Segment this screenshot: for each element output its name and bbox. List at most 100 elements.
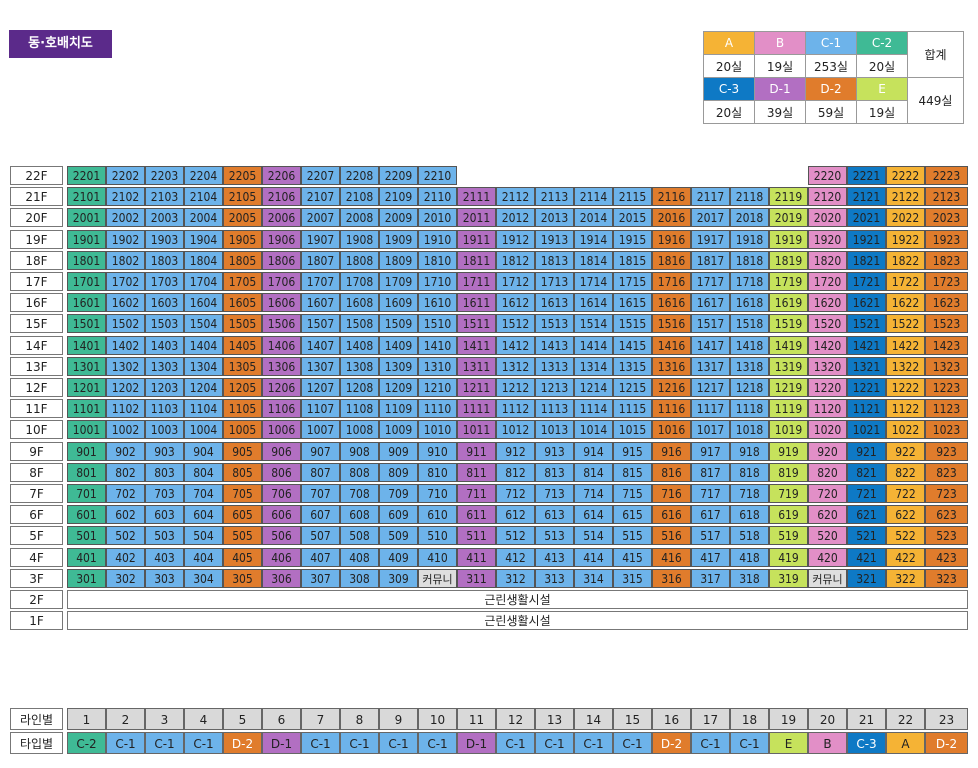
- unit-cell[interactable]: 618: [730, 505, 769, 524]
- unit-cell[interactable]: 1814: [574, 251, 613, 270]
- unit-cell[interactable]: 907: [301, 442, 340, 461]
- unit-cell[interactable]: 2118: [730, 187, 769, 206]
- unit-cell[interactable]: 1322: [886, 357, 925, 376]
- unit-cell[interactable]: 2013: [535, 208, 574, 227]
- unit-cell[interactable]: 1606: [262, 293, 301, 312]
- unit-cell[interactable]: 1214: [574, 378, 613, 397]
- unit-cell[interactable]: 1011: [457, 420, 496, 439]
- unit-cell[interactable]: 2020: [808, 208, 847, 227]
- unit-cell[interactable]: 823: [925, 463, 968, 482]
- unit-cell[interactable]: 605: [223, 505, 262, 524]
- unit-cell[interactable]: 2116: [652, 187, 691, 206]
- unit-cell[interactable]: 608: [340, 505, 379, 524]
- unit-cell[interactable]: 513: [535, 526, 574, 545]
- unit-cell[interactable]: 1012: [496, 420, 535, 439]
- unit-cell[interactable]: 1416: [652, 336, 691, 355]
- unit-cell[interactable]: 504: [184, 526, 223, 545]
- unit-cell[interactable]: 2209: [379, 166, 418, 185]
- unit-cell[interactable]: 1414: [574, 336, 613, 355]
- unit-cell[interactable]: 1008: [340, 420, 379, 439]
- unit-cell[interactable]: 1003: [145, 420, 184, 439]
- unit-cell[interactable]: 1407: [301, 336, 340, 355]
- unit-cell[interactable]: 719: [769, 484, 808, 503]
- unit-cell[interactable]: 1712: [496, 272, 535, 291]
- unit-cell[interactable]: 1323: [925, 357, 968, 376]
- unit-cell[interactable]: 404: [184, 548, 223, 567]
- unit-cell[interactable]: 1302: [106, 357, 145, 376]
- unit-cell[interactable]: 923: [925, 442, 968, 461]
- unit-cell[interactable]: 1123: [925, 399, 968, 418]
- unit-cell[interactable]: 1017: [691, 420, 730, 439]
- unit-cell[interactable]: 1202: [106, 378, 145, 397]
- unit-cell[interactable]: 1206: [262, 378, 301, 397]
- unit-cell[interactable]: 2022: [886, 208, 925, 227]
- unit-cell[interactable]: 1305: [223, 357, 262, 376]
- unit-cell[interactable]: 720: [808, 484, 847, 503]
- unit-cell[interactable]: 1204: [184, 378, 223, 397]
- unit-cell[interactable]: 1118: [730, 399, 769, 418]
- unit-cell[interactable]: 1812: [496, 251, 535, 270]
- unit-cell[interactable]: 1913: [535, 230, 574, 249]
- unit-cell[interactable]: 1701: [67, 272, 106, 291]
- unit-cell[interactable]: 1320: [808, 357, 847, 376]
- unit-cell[interactable]: 716: [652, 484, 691, 503]
- unit-cell[interactable]: 1112: [496, 399, 535, 418]
- unit-cell[interactable]: 1310: [418, 357, 457, 376]
- unit-cell[interactable]: 806: [262, 463, 301, 482]
- unit-cell[interactable]: 316: [652, 569, 691, 588]
- unit-cell[interactable]: 2105: [223, 187, 262, 206]
- unit-cell[interactable]: 2003: [145, 208, 184, 227]
- unit-cell[interactable]: 810: [418, 463, 457, 482]
- unit-cell[interactable]: 2205: [223, 166, 262, 185]
- unit-cell[interactable]: 613: [535, 505, 574, 524]
- unit-cell[interactable]: 1508: [340, 314, 379, 333]
- unit-cell[interactable]: 1023: [925, 420, 968, 439]
- unit-cell[interactable]: 610: [418, 505, 457, 524]
- community-cell[interactable]: 커뮤니티: [808, 569, 847, 588]
- unit-cell[interactable]: 914: [574, 442, 613, 461]
- unit-cell[interactable]: 2018: [730, 208, 769, 227]
- unit-cell[interactable]: 1609: [379, 293, 418, 312]
- unit-cell[interactable]: 514: [574, 526, 613, 545]
- unit-cell[interactable]: 1501: [67, 314, 106, 333]
- unit-cell[interactable]: 604: [184, 505, 223, 524]
- unit-cell[interactable]: 821: [847, 463, 886, 482]
- unit-cell[interactable]: 1504: [184, 314, 223, 333]
- unit-cell[interactable]: 1908: [340, 230, 379, 249]
- unit-cell[interactable]: 1122: [886, 399, 925, 418]
- unit-cell[interactable]: 1816: [652, 251, 691, 270]
- unit-cell[interactable]: 2010: [418, 208, 457, 227]
- unit-cell[interactable]: 1415: [613, 336, 652, 355]
- unit-cell[interactable]: 1116: [652, 399, 691, 418]
- unit-cell[interactable]: 1905: [223, 230, 262, 249]
- unit-cell[interactable]: 709: [379, 484, 418, 503]
- unit-cell[interactable]: 912: [496, 442, 535, 461]
- unit-cell[interactable]: 306: [262, 569, 301, 588]
- unit-cell[interactable]: 309: [379, 569, 418, 588]
- unit-cell[interactable]: 802: [106, 463, 145, 482]
- unit-cell[interactable]: 915: [613, 442, 652, 461]
- unit-cell[interactable]: 1805: [223, 251, 262, 270]
- unit-cell[interactable]: 1906: [262, 230, 301, 249]
- unit-cell[interactable]: 518: [730, 526, 769, 545]
- unit-cell[interactable]: 621: [847, 505, 886, 524]
- unit-cell[interactable]: 1822: [886, 251, 925, 270]
- unit-cell[interactable]: 1518: [730, 314, 769, 333]
- unit-cell[interactable]: 1614: [574, 293, 613, 312]
- unit-cell[interactable]: 1307: [301, 357, 340, 376]
- unit-cell[interactable]: 1318: [730, 357, 769, 376]
- unit-cell[interactable]: 519: [769, 526, 808, 545]
- unit-cell[interactable]: 1707: [301, 272, 340, 291]
- unit-cell[interactable]: 1004: [184, 420, 223, 439]
- unit-cell[interactable]: 1002: [106, 420, 145, 439]
- unit-cell[interactable]: 401: [67, 548, 106, 567]
- unit-cell[interactable]: 1401: [67, 336, 106, 355]
- unit-cell[interactable]: 1910: [418, 230, 457, 249]
- unit-cell[interactable]: 2004: [184, 208, 223, 227]
- unit-cell[interactable]: 611: [457, 505, 496, 524]
- unit-cell[interactable]: 616: [652, 505, 691, 524]
- unit-cell[interactable]: 2108: [340, 187, 379, 206]
- unit-cell[interactable]: 1804: [184, 251, 223, 270]
- unit-cell[interactable]: 1303: [145, 357, 184, 376]
- unit-cell[interactable]: 1215: [613, 378, 652, 397]
